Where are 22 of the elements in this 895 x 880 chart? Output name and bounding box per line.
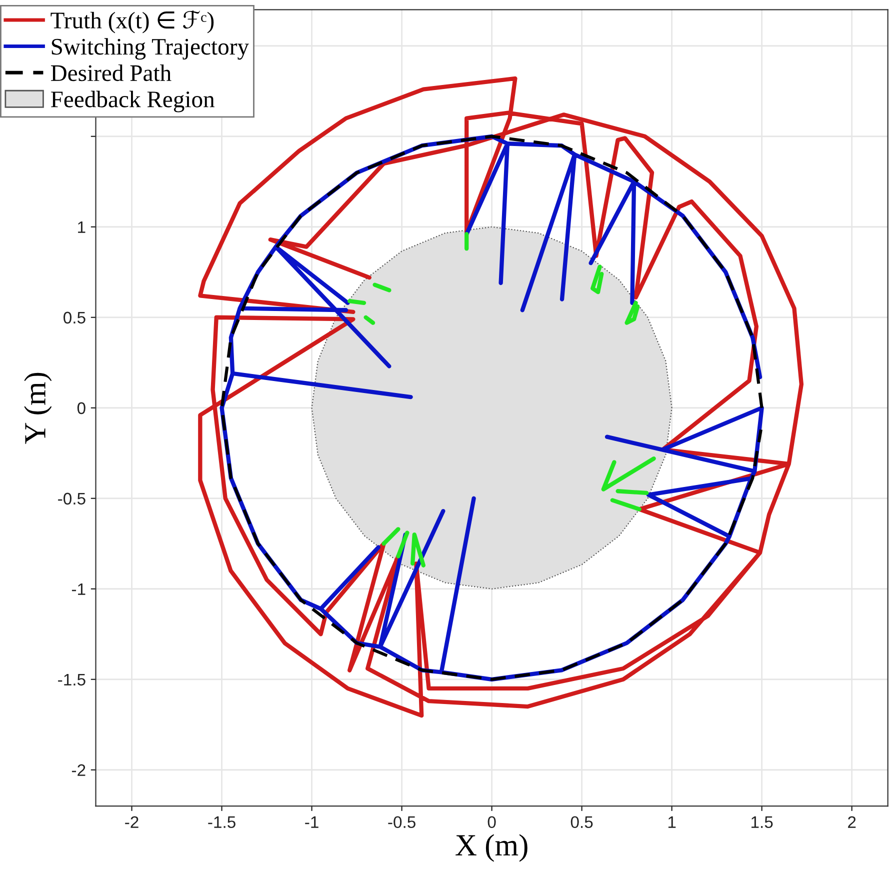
x-axis-title: X (m) [456, 834, 528, 862]
x-tick-label: 0.5 [570, 816, 593, 828]
y-axis-title: Y (m) [24, 372, 52, 444]
legend-label: Desired Path [50, 64, 172, 82]
y-tick-label: 0 [77, 402, 86, 414]
x-tick-label: 1.5 [752, 816, 773, 828]
y-tick-label: -0.5 [58, 492, 86, 505]
x-tick-label: 2 [848, 816, 856, 828]
y-tick-label: -1.5 [58, 674, 86, 686]
legend-label: Truth (x(t) ∈ ℱᶜ) [50, 10, 214, 34]
x-tick-label: 1 [668, 816, 676, 828]
x-tick-label: -1.5 [208, 816, 236, 828]
y-tick-label: -2 [72, 764, 86, 776]
x-tick-label: -0.5 [388, 816, 416, 828]
x-tick-label: 0 [488, 816, 496, 828]
legend-label: Switching Trajectory [52, 38, 249, 60]
y-tick-label: 1 [78, 221, 86, 233]
y-tick-label: -1 [72, 583, 86, 595]
x-tick-label: -2 [125, 816, 138, 828]
y-tick-label: 0.5 [64, 312, 86, 324]
x-tick-label: -1 [305, 816, 318, 828]
legend-label: Feedback Region [50, 90, 215, 112]
